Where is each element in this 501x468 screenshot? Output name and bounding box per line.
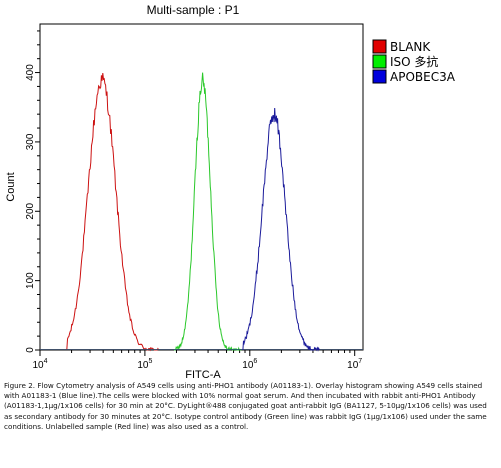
figure-caption: Figure 2. Flow Cytometry analysis of A54… — [4, 381, 487, 431]
series-blank-trace — [66, 72, 160, 352]
x-tick-exponent: 5 — [149, 358, 153, 365]
x-tick-base: 10 — [242, 360, 254, 371]
x-tick-label: 104 — [32, 358, 47, 371]
legend-label: ISO 多抗 — [390, 54, 438, 69]
y-axis: 0 100 200 300 400 — [25, 30, 40, 353]
x-axis: 104 105 106 107 — [32, 350, 362, 371]
y-axis-label: Count — [5, 172, 17, 201]
x-tick-exponent: 7 — [358, 358, 362, 365]
x-tick-exponent: 6 — [253, 358, 257, 365]
x-axis-label: FITC-A — [185, 369, 221, 380]
x-tick-base: 10 — [137, 360, 149, 371]
x-tick-label: 106 — [242, 358, 257, 371]
x-tick-exponent: 4 — [44, 358, 48, 365]
legend-label: APOBEC3A — [390, 70, 456, 84]
legend-swatch — [372, 69, 387, 84]
legend-swatch — [372, 54, 387, 69]
flow-cytometry-histogram: Multi-sample : P1 Count FITC-A 0 100 200 30… — [5, 3, 456, 380]
chart-title: Multi-sample : P1 — [147, 3, 240, 17]
y-tick-label: 200 — [25, 202, 36, 219]
x-tick-label: 105 — [137, 358, 152, 371]
y-tick-label: 300 — [25, 133, 36, 150]
series-apobec3a-trace — [242, 107, 320, 352]
x-tick-base: 10 — [347, 360, 359, 371]
legend-label: BLANK — [390, 40, 431, 54]
x-tick-label: 107 — [347, 358, 362, 371]
y-tick-label: 0 — [25, 347, 36, 353]
y-tick-label: 400 — [25, 64, 36, 81]
y-tick-label: 100 — [25, 272, 36, 289]
x-tick-base: 10 — [32, 360, 44, 371]
series-iso-trace — [174, 72, 242, 352]
legend-swatch — [372, 39, 387, 54]
series-layer — [40, 72, 363, 352]
